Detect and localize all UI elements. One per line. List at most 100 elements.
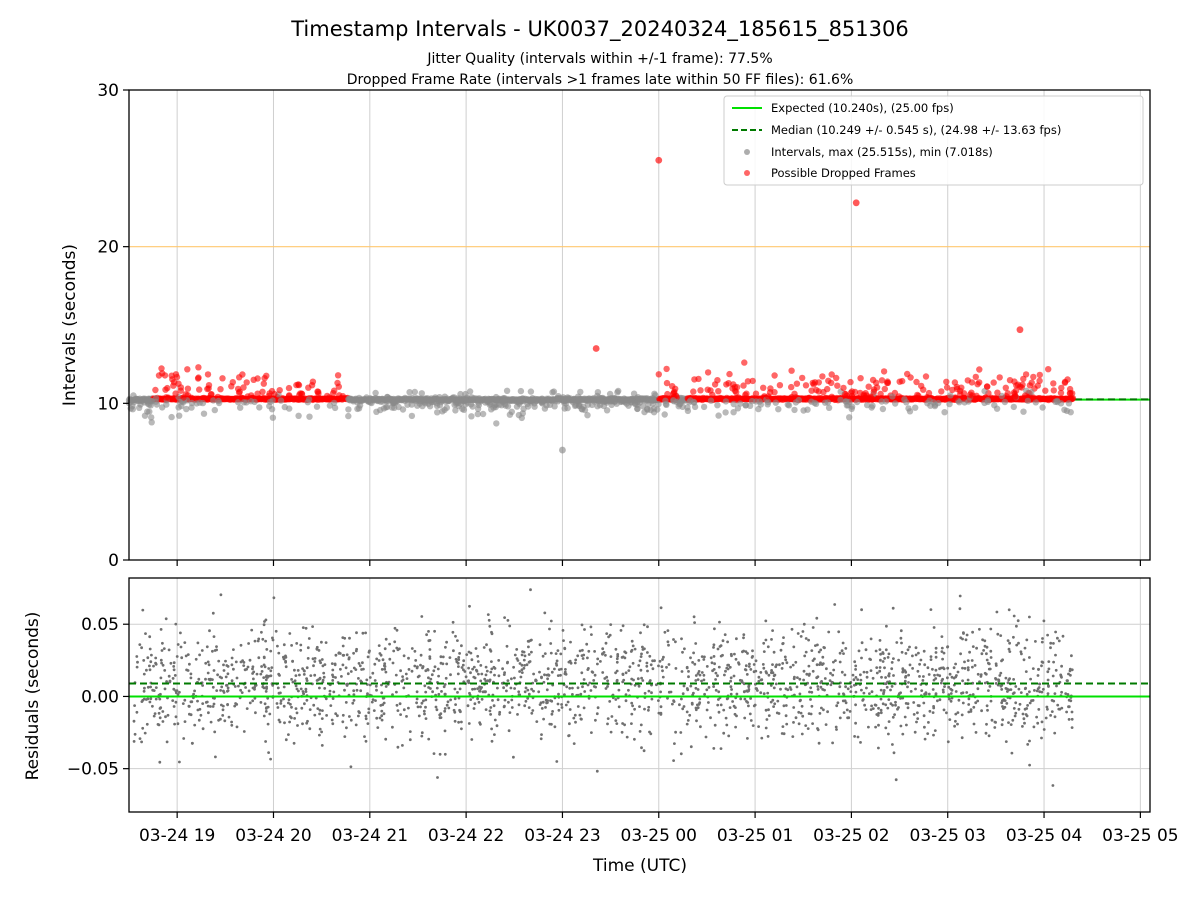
residual-point [325, 714, 328, 717]
residual-point [416, 705, 420, 709]
residual-point [971, 693, 975, 696]
residual-point [345, 653, 349, 657]
residual-point [807, 638, 810, 642]
residual-point [422, 709, 426, 713]
residual-point [472, 707, 476, 710]
residual-point [456, 691, 459, 694]
residual-point [560, 703, 563, 706]
residual-point [728, 706, 732, 709]
residual-point [568, 659, 572, 663]
residual-point [703, 655, 706, 659]
residual-point [989, 699, 993, 703]
residual-point [294, 674, 298, 677]
residual-point [889, 702, 893, 706]
residual-point [211, 685, 215, 689]
residual-point [477, 700, 481, 704]
residual-point [932, 626, 936, 629]
residual-point [132, 740, 136, 743]
residual-point [726, 696, 730, 700]
residual-point [437, 692, 441, 696]
residual-point [490, 727, 493, 731]
residual-point [773, 673, 777, 677]
dropped-frame-point [195, 374, 202, 381]
residual-point [312, 664, 315, 668]
residual-point [352, 651, 355, 655]
residual-point [928, 709, 932, 713]
residual-point [469, 698, 473, 701]
residual-point [1007, 721, 1010, 724]
residual-point [295, 642, 299, 645]
interval-point [384, 403, 391, 411]
residual-point [778, 663, 781, 667]
residual-point [712, 643, 716, 647]
residual-point [679, 752, 683, 756]
residual-point [660, 665, 664, 669]
residual-point [453, 710, 457, 714]
residual-point [832, 660, 835, 664]
residual-point [476, 660, 480, 663]
residual-point [345, 726, 348, 730]
residual-point [1023, 687, 1027, 691]
residual-point [527, 660, 531, 664]
residual-point [426, 668, 430, 672]
dropped-frame-point [813, 386, 820, 394]
residual-point [337, 651, 341, 655]
residual-point [523, 654, 527, 658]
residual-point [149, 697, 153, 701]
residual-point [810, 704, 814, 708]
interval-point [148, 419, 155, 426]
residual-point [549, 619, 553, 623]
interval-point [401, 397, 409, 405]
top-y-axis-label: Intervals (seconds) [60, 244, 80, 406]
residual-point [188, 662, 191, 666]
dropped-frame-point [952, 394, 959, 401]
residual-point [318, 712, 321, 716]
residual-point [956, 711, 960, 714]
residual-point [527, 653, 531, 656]
residual-point [502, 686, 505, 690]
residual-point [727, 734, 731, 738]
residual-point [809, 698, 812, 701]
residual-point [1060, 706, 1064, 710]
residual-point [293, 717, 296, 720]
residual-point [637, 664, 641, 667]
residual-point [557, 692, 560, 696]
dropped-frame-point [1002, 384, 1009, 391]
residual-point [1054, 653, 1057, 657]
residual-point [557, 708, 561, 712]
residual-point [408, 738, 412, 742]
residual-point [642, 749, 646, 753]
residual-point [941, 657, 944, 661]
residual-point [364, 631, 367, 635]
residual-point [460, 666, 464, 669]
residual-point [785, 722, 789, 726]
residual-point [166, 713, 170, 717]
residual-point [446, 700, 450, 704]
residual-point [532, 672, 535, 676]
residual-point [576, 686, 580, 690]
residual-point [373, 662, 377, 666]
residual-point [590, 731, 593, 734]
residual-point [282, 657, 286, 661]
dropped-frame-point [250, 376, 257, 383]
residual-point [772, 705, 775, 708]
residual-point [764, 726, 768, 730]
residual-point [817, 650, 821, 654]
residual-point [705, 688, 709, 692]
residual-point [419, 705, 422, 709]
x-tick-label: 03-24 22 [428, 826, 504, 846]
residual-point [476, 697, 479, 701]
residual-point [215, 645, 218, 648]
residual-point [922, 701, 926, 705]
residual-point [148, 668, 152, 672]
residual-point [627, 669, 631, 672]
residual-point [364, 717, 368, 721]
interval-point [947, 392, 954, 399]
residual-point [265, 674, 269, 678]
residual-point [346, 672, 350, 676]
residual-point [998, 674, 1002, 677]
interval-point [462, 390, 469, 398]
residual-point [419, 663, 422, 667]
residual-point [225, 683, 229, 687]
residual-point [530, 711, 534, 715]
